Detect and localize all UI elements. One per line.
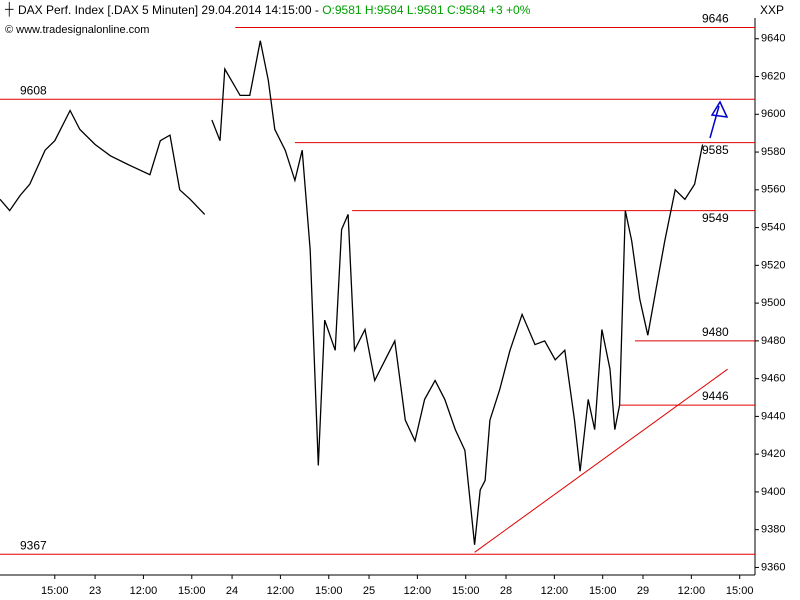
subtitle: © www.tradesignalonline.com	[5, 24, 149, 36]
y-tick-label: 9360	[761, 561, 785, 573]
x-tick-label: 12:00	[678, 585, 706, 597]
y-tick-label: 9520	[761, 259, 785, 271]
level-label: 9367	[20, 538, 47, 552]
x-tick-label: 15:00	[178, 585, 206, 597]
y-tick-label: 9560	[761, 184, 785, 196]
y-tick-label: 9440	[761, 410, 785, 422]
y-tick-label: 9640	[761, 33, 785, 45]
x-tick-label: 12:00	[130, 585, 158, 597]
y-tick-label: 9600	[761, 108, 785, 120]
y-tick-label: 9380	[761, 524, 785, 536]
x-tick-label: 25	[363, 585, 375, 597]
chart-title: DAX Perf. Index [.DAX 5 Minuten] 29.04.2…	[18, 3, 531, 17]
level-label: 9446	[702, 389, 729, 403]
y-tick-label: 9580	[761, 146, 785, 158]
level-label: 9549	[702, 211, 729, 225]
arrow-head	[710, 100, 729, 118]
x-tick-label: 15:00	[452, 585, 480, 597]
y-tick-label: 9500	[761, 297, 785, 309]
y-tick-label: 9540	[761, 221, 785, 233]
x-tick-label: 24	[226, 585, 238, 597]
x-tick-label: 28	[500, 585, 512, 597]
x-tick-label: 15:00	[726, 585, 754, 597]
price-line	[0, 40, 704, 545]
x-tick-label: 15:00	[41, 585, 69, 597]
quote: O:9581 H:9584 L:9581 C:9584 +3 +0%	[322, 3, 530, 17]
title: DAX Perf. Index [.DAX 5 Minuten] 29.04.2…	[18, 3, 319, 17]
level-label: 9608	[20, 83, 47, 97]
trendline	[474, 368, 728, 553]
arrow-shaft	[709, 105, 720, 139]
y-tick-label: 9620	[761, 70, 785, 82]
level-label: 9646	[702, 12, 729, 26]
cross-icon: ┼	[4, 2, 14, 17]
y-tick-label: 9480	[761, 335, 785, 347]
x-tick-label: 12:00	[404, 585, 432, 597]
axis-label: XXP	[760, 3, 784, 17]
x-tick-label: 29	[637, 585, 649, 597]
level-label: 9480	[702, 325, 729, 339]
y-tick-label: 9420	[761, 448, 785, 460]
level-label: 9585	[702, 143, 729, 157]
x-tick-label: 12:00	[267, 585, 295, 597]
x-tick-label: 12:00	[541, 585, 569, 597]
x-tick-label: 15:00	[589, 585, 617, 597]
y-tick-label: 9400	[761, 486, 785, 498]
x-tick-label: 15:00	[315, 585, 343, 597]
y-tick-label: 9460	[761, 373, 785, 385]
x-tick-label: 23	[89, 585, 101, 597]
